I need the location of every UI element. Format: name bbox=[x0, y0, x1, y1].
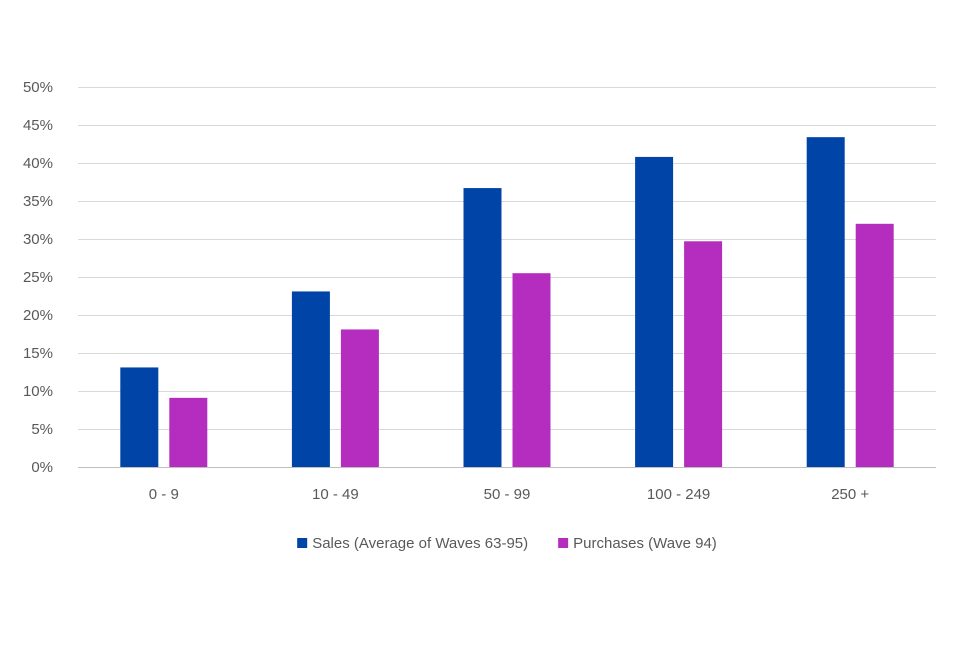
y-tick-label: 40% bbox=[23, 155, 53, 172]
y-tick-label: 30% bbox=[23, 231, 53, 248]
legend-label: Sales (Average of Waves 63-95) bbox=[312, 535, 528, 552]
y-tick-label: 0% bbox=[31, 459, 53, 476]
x-category-label: 100 - 249 bbox=[647, 486, 710, 503]
bar-purchases-3 bbox=[684, 241, 723, 467]
bar-purchases-2 bbox=[512, 273, 551, 467]
y-tick-label: 20% bbox=[23, 307, 53, 324]
y-tick-label: 10% bbox=[23, 383, 53, 400]
legend-swatch bbox=[297, 538, 308, 548]
bar-purchases-4 bbox=[855, 223, 894, 467]
bar-purchases-0 bbox=[169, 397, 208, 467]
legend: Sales (Average of Waves 63-95) Purchases … bbox=[297, 535, 717, 552]
legend-swatch bbox=[558, 538, 569, 548]
bar-sales-1 bbox=[291, 291, 330, 467]
bar-sales-2 bbox=[463, 188, 502, 467]
bar-sales-0 bbox=[120, 367, 159, 467]
legend-item-sales: Sales (Average of Waves 63-95) bbox=[297, 535, 528, 552]
gridlines bbox=[78, 87, 936, 430]
y-tick-label: 15% bbox=[23, 345, 53, 362]
y-tick-label: 25% bbox=[23, 269, 53, 286]
y-axis-tick-labels: 0% 5% 10% 15% 20% 25% 30% 35% 40% 45% 50% bbox=[23, 79, 53, 476]
legend-item-purchases: Purchases (Wave 94) bbox=[558, 535, 717, 552]
y-tick-label: 5% bbox=[31, 421, 53, 438]
y-tick-label: 35% bbox=[23, 193, 53, 210]
legend-label: Purchases (Wave 94) bbox=[573, 535, 717, 552]
bars bbox=[120, 137, 894, 468]
bar-sales-3 bbox=[635, 156, 674, 468]
y-tick-label: 50% bbox=[23, 79, 53, 96]
x-category-label: 0 - 9 bbox=[149, 486, 179, 503]
bar-purchases-1 bbox=[340, 329, 379, 467]
y-tick-label: 45% bbox=[23, 117, 53, 134]
x-axis-category-labels: 0 - 9 10 - 49 50 - 99 100 - 249 250 + bbox=[149, 486, 870, 503]
x-category-label: 250 + bbox=[831, 486, 869, 503]
x-category-label: 10 - 49 bbox=[312, 486, 359, 503]
x-category-label: 50 - 99 bbox=[484, 486, 531, 503]
bar-sales-4 bbox=[806, 137, 845, 467]
